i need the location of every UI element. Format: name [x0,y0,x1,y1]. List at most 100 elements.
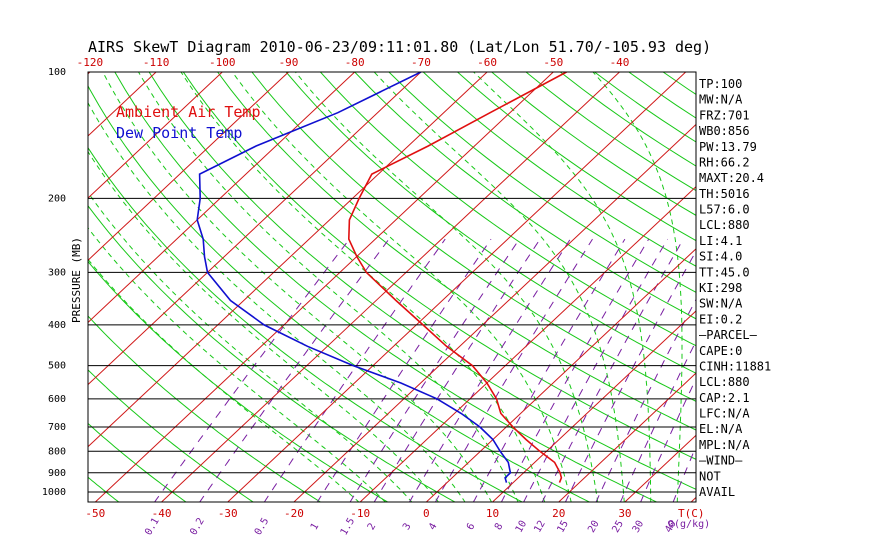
isotherm [823,72,870,503]
mixing-ratio-label: 20 [586,519,602,535]
mixing-ratio-label: 2 [366,521,379,532]
isotherm [88,72,488,448]
mixing-ratio-line [373,238,541,502]
mixing-ratio-label: 40 [663,519,679,535]
air-temp-trace [347,72,567,483]
isotherm [425,248,696,502]
plot-frame [87,71,697,503]
stat-item: EI:0.2 [699,312,742,326]
isotherm [88,72,289,261]
pressure-tick-label: 700 [48,422,66,433]
mixing-ratio-line [263,238,446,502]
legend-dew-point: Dew Point Temp [116,124,242,142]
top-temp-tick-label: -100 [209,56,236,69]
mixing-ratio-unit: Q(g/kg) [668,519,710,530]
stat-item: LCL:880 [699,218,750,232]
stat-item: CINH:11881 [699,359,771,373]
dry-adiabat [217,72,696,431]
dry-adiabat [662,72,696,95]
pressure-tick-label: 200 [48,193,66,204]
stat-item: LFC:N/A [699,407,750,421]
stat-item: RH:66.2 [699,155,750,169]
mixing-ratio-line [153,238,350,502]
bottom-temp-tick-label: -20 [284,507,304,520]
isotherm [359,185,696,502]
mixing-ratio-line [595,298,696,502]
mixing-ratio-label: 15 [555,519,571,535]
bottom-temp-tick-label: -30 [218,507,238,520]
isotherm [558,372,696,502]
stat-item: TT:45.0 [699,265,750,279]
stat-item: TP:100 [699,77,742,91]
pressure-tick-label: 400 [48,320,66,331]
moist-adiabat [473,72,652,502]
mixing-ratio-line [619,340,696,502]
stat-item: L57:6.0 [699,203,750,217]
moist-adiabat [592,72,683,502]
dry-adiabat [766,72,870,503]
bottom-temp-tick-label: -10 [350,507,370,520]
isotherm [88,72,223,199]
stat-item: MAXT:20.4 [699,171,764,185]
bottom-temp-tick-label: 20 [552,507,565,520]
stat-item: MPL:N/A [699,438,750,452]
pressure-tick-label: 1000 [42,487,66,498]
top-temp-tick-label: -70 [411,56,431,69]
mixing-ratio-label: 8 [493,521,506,532]
bottom-temp-tick-label: -40 [152,507,172,520]
dry-adiabat [388,72,696,293]
top-temp-tick-label: -120 [77,56,104,69]
top-temp-tick-label: -50 [543,56,563,69]
stat-item: SW:N/A [699,297,743,311]
moist-adiabat [138,72,519,502]
isotherm [160,72,620,502]
isotherm [88,72,356,324]
top-temp-tick-label: -90 [279,56,299,69]
mixing-ratio-line [472,238,626,502]
stat-item: LCL:880 [699,375,750,389]
moist-adiabat [88,191,413,502]
stat-item: LI:4.1 [699,234,742,248]
bottom-temp-tick-label: 30 [618,507,631,520]
stat-item: PW:13.79 [699,140,757,154]
pressure-tick-label: 100 [48,67,66,78]
top-temp-tick-label: -110 [143,56,170,69]
mixing-ratio-label: 0.5 [253,516,272,537]
isotherm [94,72,554,502]
dry-adiabat [422,72,696,267]
top-temp-tick-label: -80 [345,56,365,69]
stat-item: —PARCEL— [699,328,758,342]
chart-title: AIRS SkewT Diagram 2010-06-23/09:11:01.8… [88,38,711,56]
stat-item: FRZ:701 [699,108,750,122]
mixing-ratio-line [564,250,696,502]
stat-item: CAP:2.1 [699,391,750,405]
stat-item: NOT [699,469,721,483]
dry-adiabat [457,72,696,242]
bottom-temp-tick-label: 0 [423,507,430,520]
dry-adiabat [491,72,696,216]
pressure-tick-label: 900 [48,468,66,479]
pressure-tick-label: 600 [48,394,66,405]
stat-item: MW:N/A [699,93,743,107]
legend-air-temp: Ambient Air Temp [116,103,261,121]
dry-adiabat [285,72,696,374]
stat-item: EL:N/A [699,422,743,436]
mixing-ratio-label: 1 [309,521,322,532]
pressure-tick-label: 500 [48,361,66,372]
mixing-ratio-line [541,238,684,502]
dry-adiabat [88,476,120,502]
dry-adiabat [320,72,696,347]
stat-item: SI:4.0 [699,250,742,264]
mixing-ratio-label: 25 [610,519,626,535]
y-axis-label: PRESSURE (MB) [70,237,83,323]
moist-adiabat [231,72,572,502]
pressure-tick-label: 300 [48,267,66,278]
dry-adiabat [732,72,870,503]
dry-adiabat [251,72,696,402]
dew-point-trace [196,72,512,483]
plot-traces [196,72,567,483]
dry-adiabat [182,72,696,460]
isotherm [0,72,24,503]
mixing-ratio-line [500,238,650,502]
